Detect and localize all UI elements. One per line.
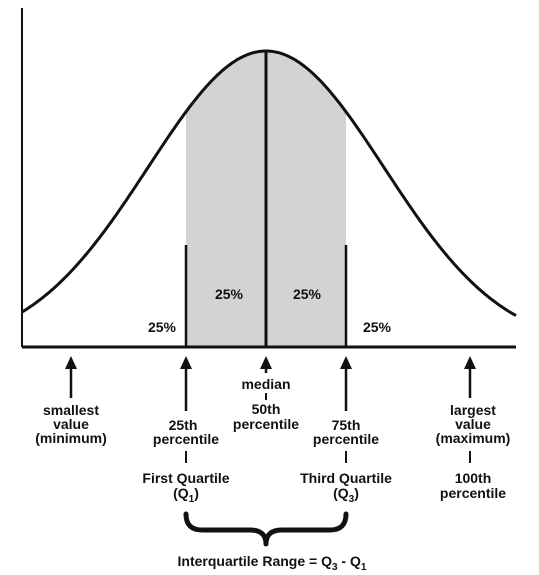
arrow-q3 bbox=[340, 356, 352, 411]
max-label-line5: percentile bbox=[440, 485, 506, 501]
pct-label-left-center: 25% bbox=[215, 286, 244, 302]
median-label-line2: 50th bbox=[252, 401, 281, 417]
q3-label-line2: percentile bbox=[313, 431, 379, 447]
min-label-line2: value bbox=[53, 416, 89, 432]
q3-symbol: (Q3) bbox=[333, 485, 359, 505]
iqr-brace bbox=[183, 511, 349, 547]
min-label-line3: (minimum) bbox=[35, 430, 107, 446]
max-label-line1: largest bbox=[450, 402, 496, 418]
q3-name: Third Quartile bbox=[300, 470, 392, 486]
q1-name: First Quartile bbox=[142, 470, 229, 486]
normal-distribution-curve bbox=[21, 49, 517, 317]
arrow-min bbox=[65, 356, 77, 398]
pct-label-right-tail: 25% bbox=[363, 319, 392, 335]
q1-label-line2: percentile bbox=[153, 431, 219, 447]
arrow-median bbox=[260, 356, 272, 373]
arrow-max bbox=[464, 356, 476, 398]
q1-symbol: (Q1) bbox=[173, 485, 199, 505]
pct-label-right-center: 25% bbox=[293, 286, 322, 302]
q1-label-line1: 25th bbox=[169, 417, 198, 433]
max-label-line3: (maximum) bbox=[436, 430, 511, 446]
median-label-line1: median bbox=[241, 376, 290, 392]
pct-label-left-tail: 25% bbox=[148, 319, 177, 335]
q3-label-line1: 75th bbox=[332, 417, 361, 433]
iqr-label: Interquartile Range = Q3 - Q1 bbox=[178, 553, 367, 573]
min-label-line1: smallest bbox=[43, 402, 99, 418]
median-label-line3: percentile bbox=[233, 416, 299, 432]
arrow-q1 bbox=[180, 356, 192, 411]
max-label-line2: value bbox=[455, 416, 491, 432]
max-label-line4: 100th bbox=[455, 470, 492, 486]
